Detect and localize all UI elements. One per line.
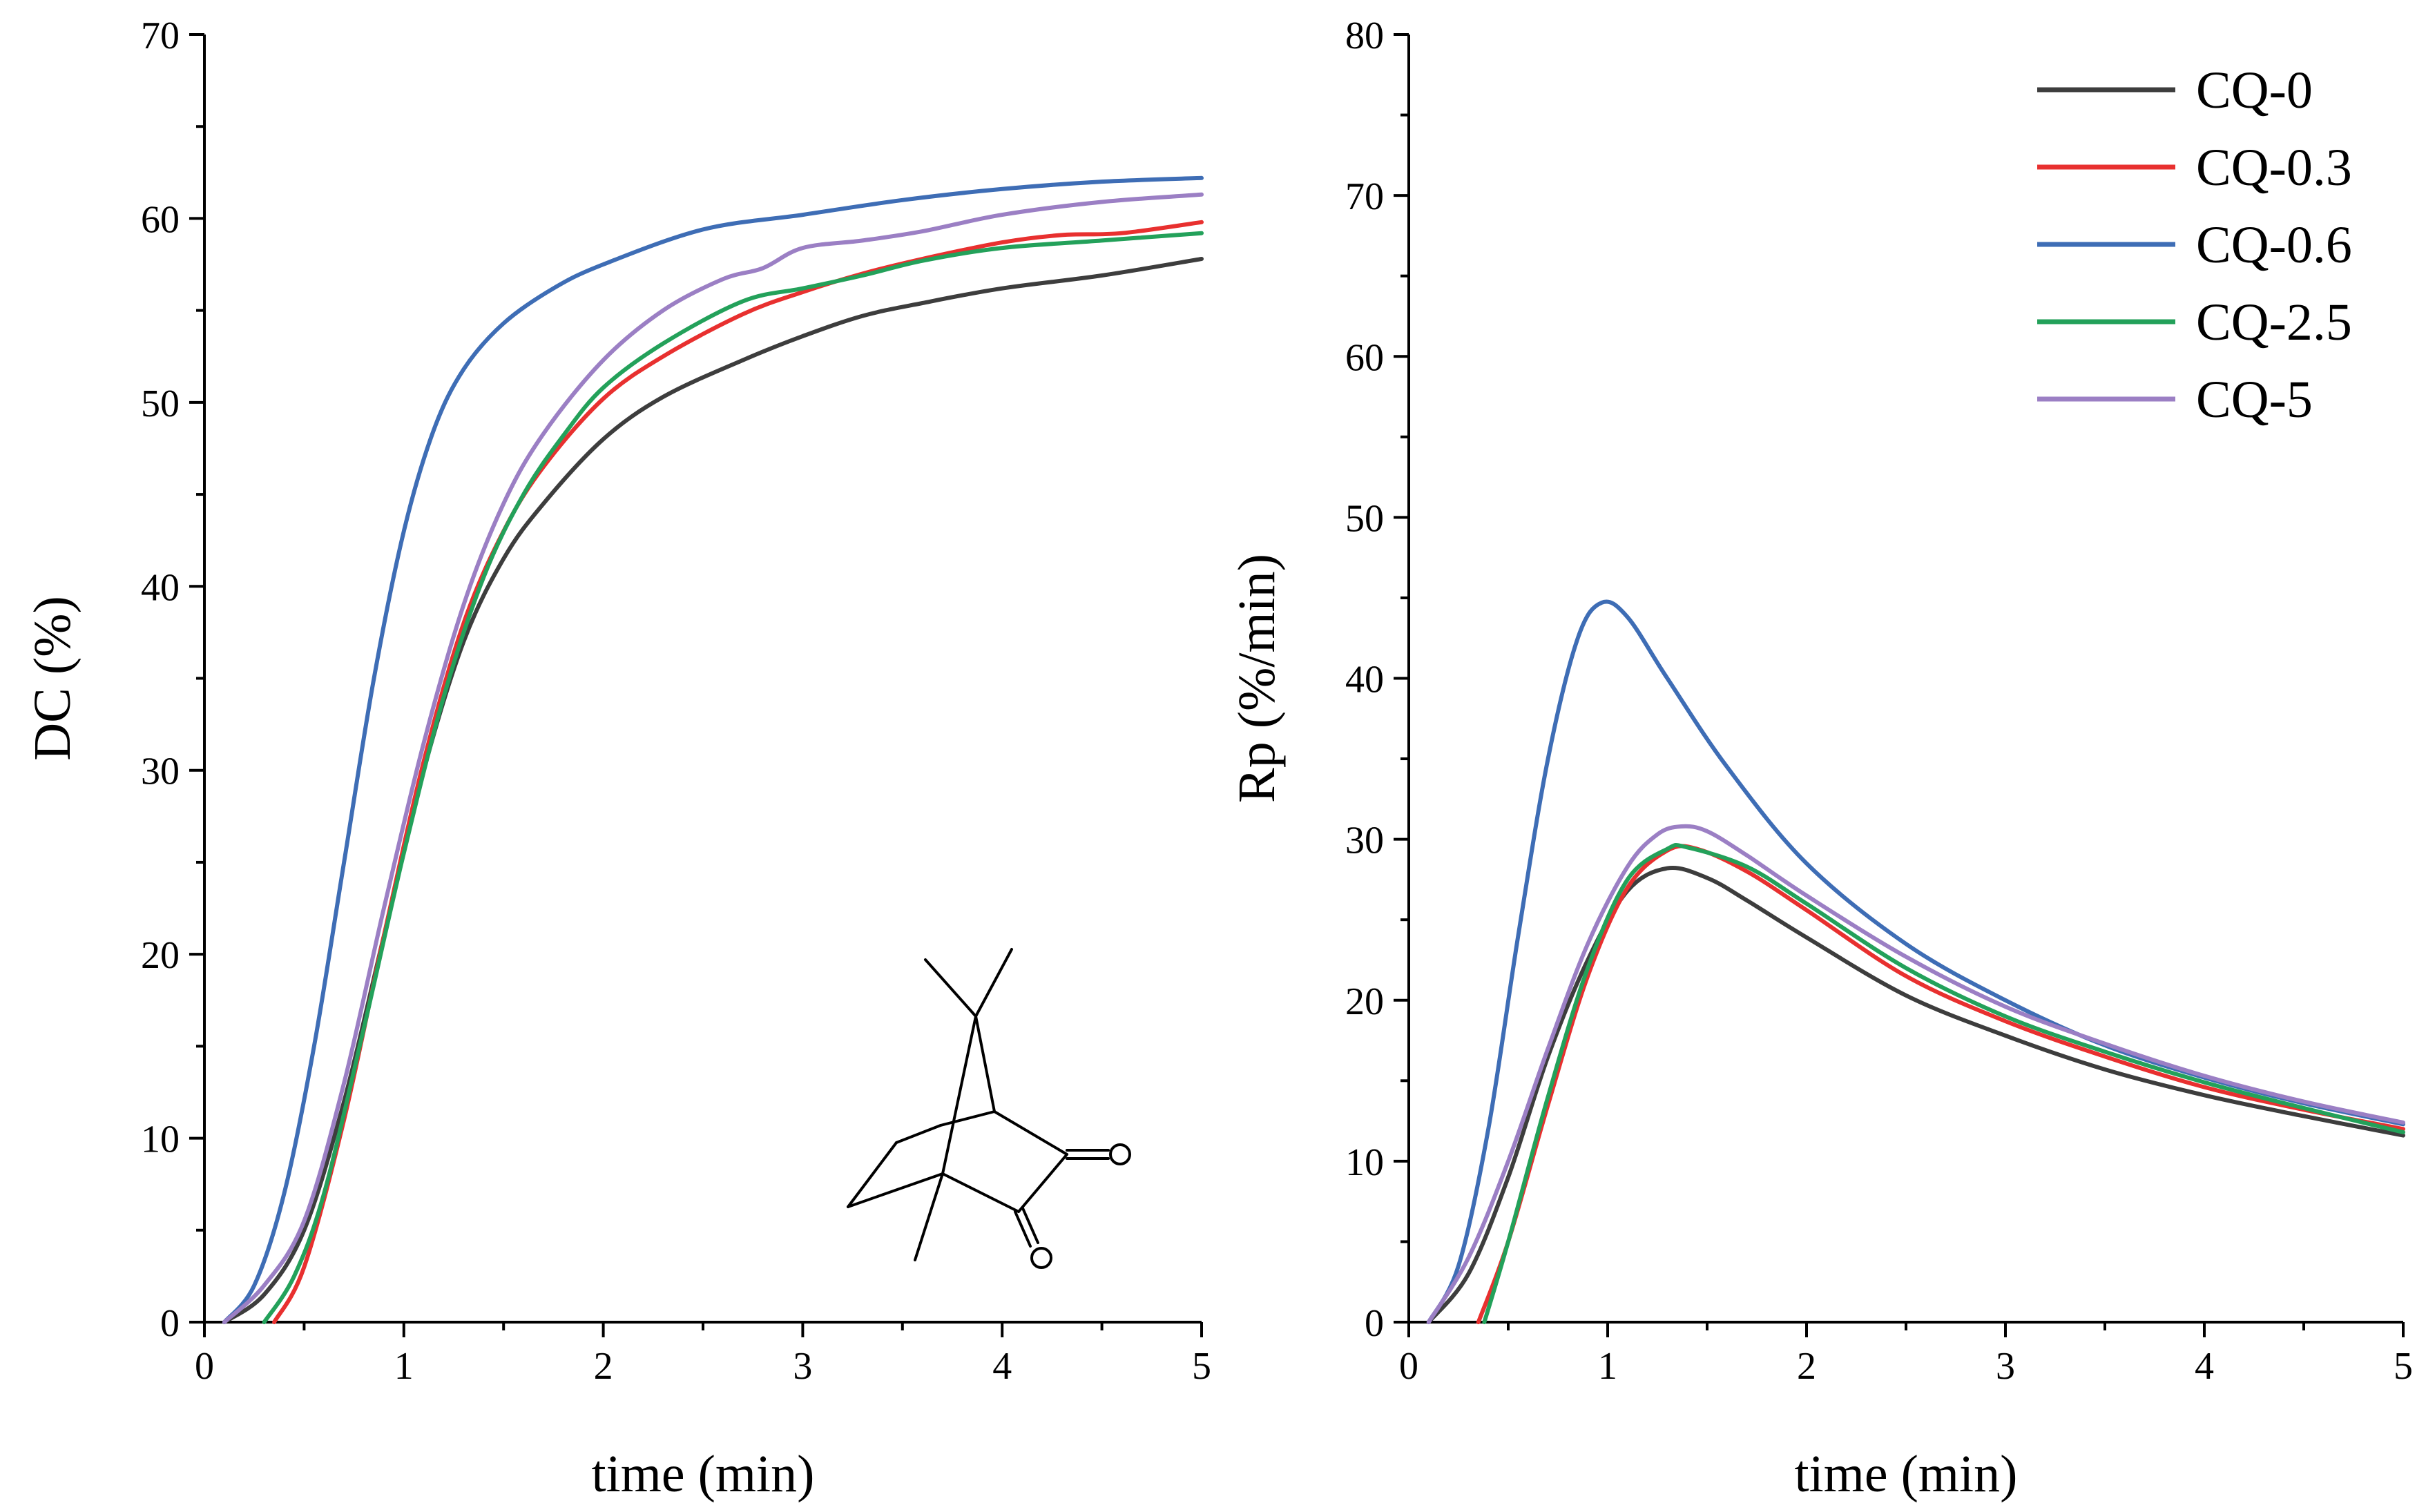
oxygen-atom [1030,1247,1052,1269]
legend-label: CQ-2.5 [2196,293,2352,351]
legend-label: CQ-0.3 [2196,139,2352,197]
y-tick-label: 50 [141,382,180,425]
x-tick-label: 0 [195,1345,214,1388]
y-tick-label: 10 [1345,1141,1384,1184]
x-tick-label: 2 [1797,1345,1816,1388]
y-tick-label: 0 [1365,1302,1384,1345]
series-line-cq-0 [1426,865,2405,1324]
x-tick-label: 2 [594,1345,613,1388]
y-tick-label: 20 [141,934,180,977]
x-tick-label: 0 [1399,1345,1418,1388]
series-line-cq-03 [272,220,1204,1324]
y-tick-label: 50 [1345,497,1384,540]
series-line-cq-25 [262,231,1204,1324]
camphorquinone-structure [847,948,1131,1269]
x-tick-label: 1 [394,1345,414,1388]
y-tick-label: 30 [1345,820,1384,862]
y-tick-label: 20 [1345,980,1384,1023]
x-tick-label: 4 [2195,1345,2214,1388]
bond [993,1110,1068,1156]
bond [847,1172,944,1208]
x-tick-label: 5 [2394,1345,2413,1388]
bond [941,1015,977,1175]
y-axis-title: DC (%) [23,596,81,761]
bond [974,1015,996,1113]
y-tick-label: 10 [141,1118,180,1161]
x-axis-title: time (min) [1795,1445,2018,1503]
y-tick-label: 70 [1345,175,1384,218]
legend-label: CQ-5 [2196,371,2313,429]
y-tick-label: 30 [141,750,180,793]
series-line-cq-0 [222,257,1204,1324]
series-line-cq-06 [222,175,1204,1324]
bond [941,1172,1020,1213]
bond [939,1110,996,1127]
legend-label: CQ-0.6 [2196,216,2352,274]
double-bond [1014,1210,1032,1248]
series-line-cq-5 [1426,824,2405,1324]
legend-label: CQ-0 [2196,61,2313,119]
bond [847,1141,898,1208]
bond [914,1172,944,1261]
bond [974,948,1013,1018]
series-line-cq-5 [222,192,1204,1324]
x-axis-title: time (min) [592,1445,815,1503]
y-tick-label: 40 [1345,659,1384,701]
y-tick-label: 80 [1345,14,1384,57]
y-tick-label: 0 [160,1302,180,1345]
bond [1017,1153,1068,1213]
x-tick-label: 1 [1598,1345,1617,1388]
oxygen-atom [1109,1143,1131,1165]
x-tick-label: 5 [1192,1345,1211,1388]
series-line-cq-03 [1476,844,2405,1324]
series-line-cq-06 [1426,599,2405,1324]
y-tick-label: 60 [141,198,180,241]
bond [895,1124,942,1144]
y-axis-title: Rp (%/min) [1228,554,1286,803]
y-tick-label: 70 [141,14,180,57]
double-bond [1021,1207,1039,1244]
x-tick-label: 3 [1996,1345,2015,1388]
x-tick-label: 4 [992,1345,1012,1388]
series-line-cq-25 [1482,842,2405,1324]
y-tick-label: 40 [141,566,180,609]
y-tick-label: 60 [1345,336,1384,379]
x-tick-label: 3 [793,1345,812,1388]
legend: CQ-0 CQ-0.3 CQ-0.6 CQ-2.5 CQ-5 [2037,61,2352,429]
bond [924,958,977,1018]
